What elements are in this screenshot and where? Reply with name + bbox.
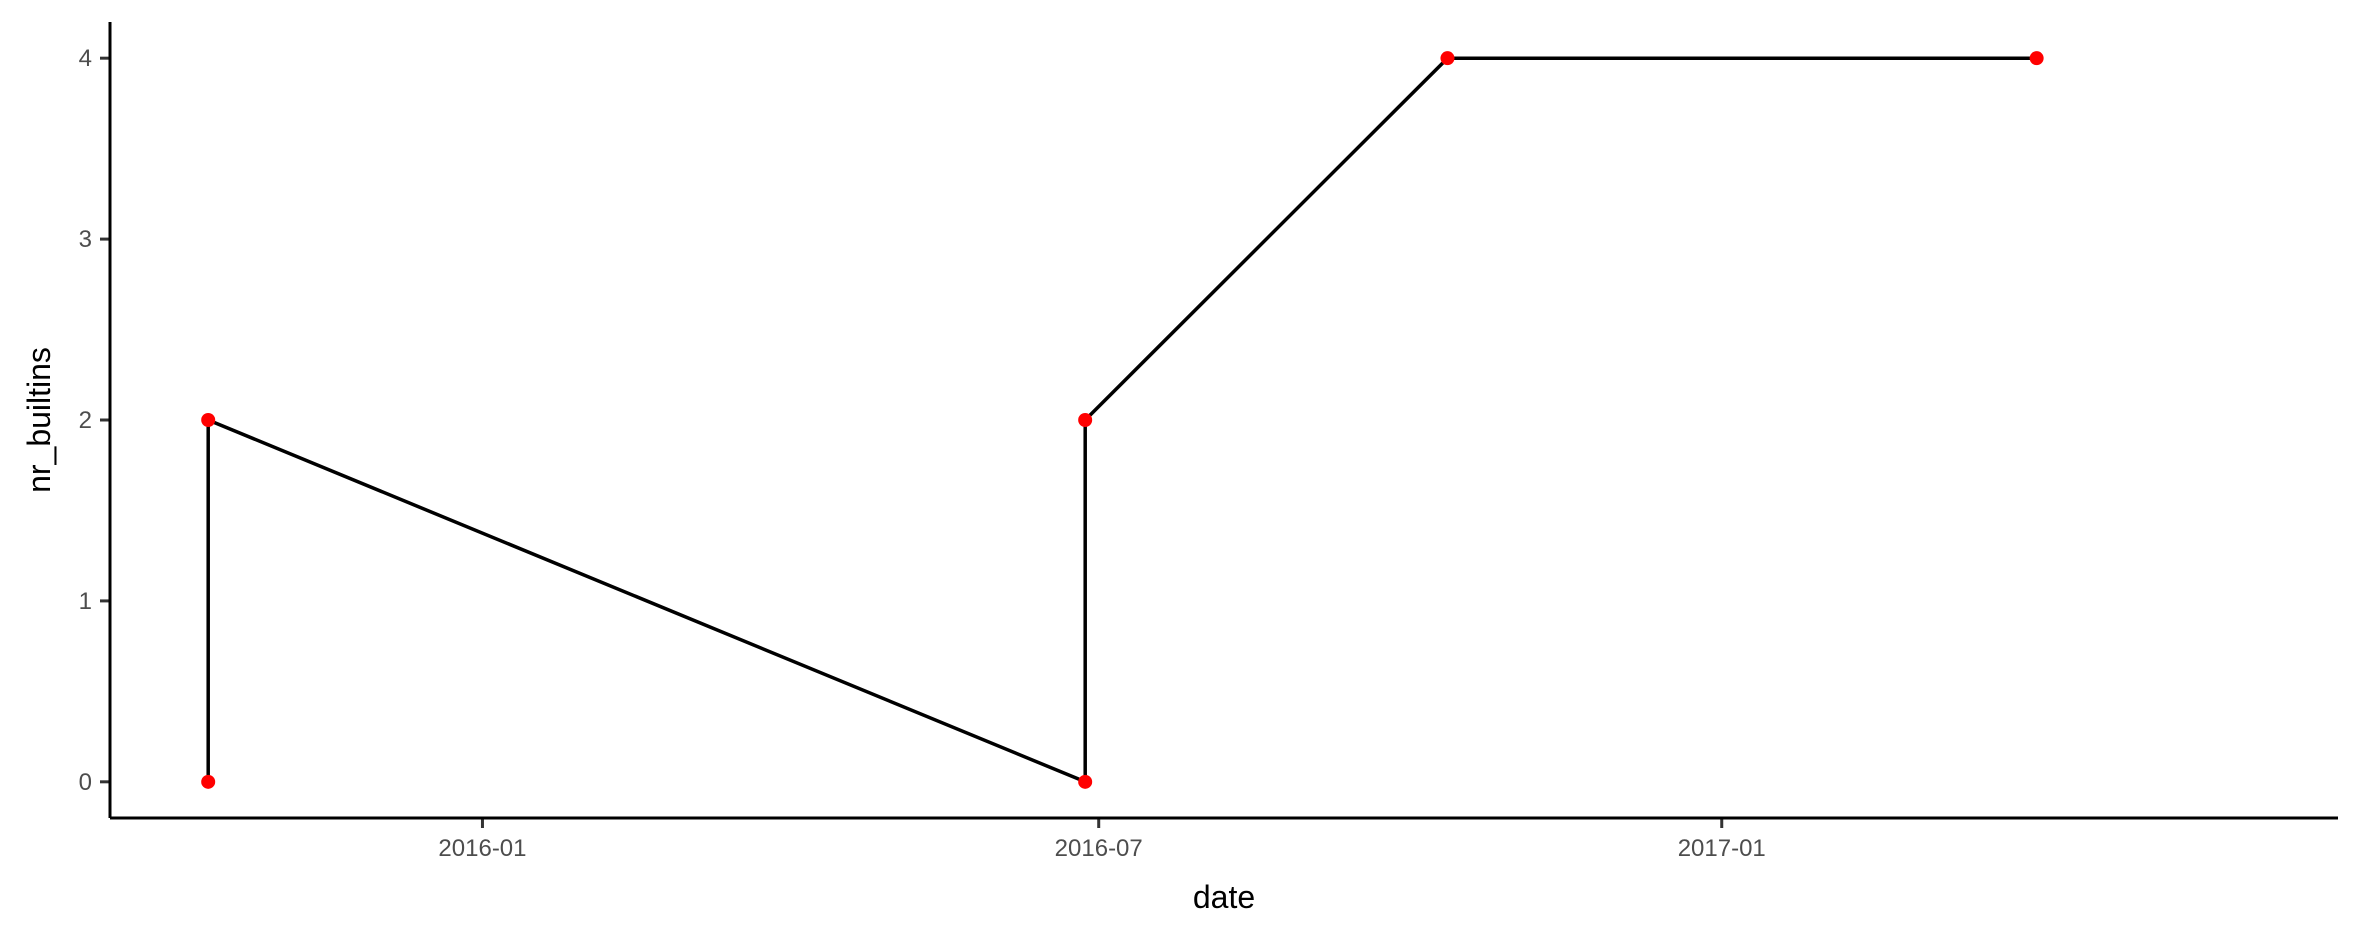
y-tick-label: 4: [79, 45, 92, 72]
series-points: [201, 51, 2044, 789]
y-tick-label: 3: [79, 226, 92, 253]
data-point: [201, 413, 216, 427]
data-point: [1078, 413, 1093, 427]
x-tick-label: 2017-01: [1678, 835, 1766, 862]
x-tick-label: 2016-07: [1055, 835, 1143, 862]
data-point: [201, 774, 216, 789]
series-lines: [206, 56, 2037, 784]
series-line: [206, 56, 2037, 784]
x-axis-ticks: 2016-01 2016-07 2017-01: [438, 818, 1766, 862]
data-point: [1440, 51, 1455, 66]
y-axis-ticks: 0 1 2 3 4: [79, 45, 110, 796]
y-tick-label: 1: [79, 588, 92, 615]
x-tick-label: 2016-01: [438, 835, 526, 862]
x-axis-title: date: [1193, 879, 1255, 915]
y-tick-label: 2: [79, 407, 92, 434]
data-point: [1078, 774, 1093, 789]
y-axis-title: nr_builtins: [21, 347, 57, 493]
plot-panel: 0 1 2 3 4 2016-01 2016-07 2017-01: [79, 22, 2338, 862]
data-point: [2029, 51, 2044, 66]
y-tick-label: 0: [79, 769, 92, 796]
